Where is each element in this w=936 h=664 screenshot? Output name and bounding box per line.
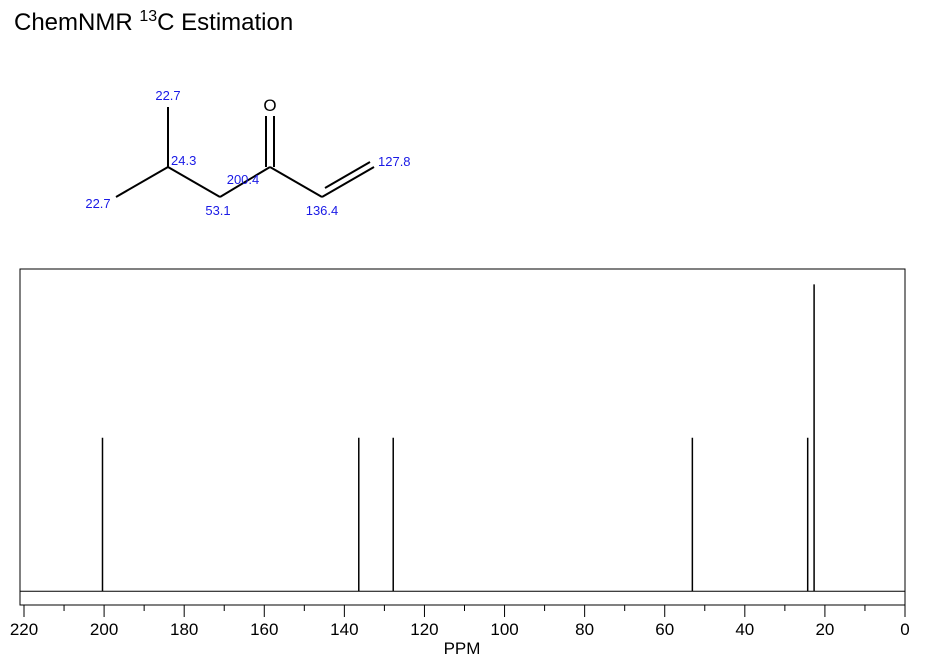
shift-label: 127.8 <box>378 154 411 169</box>
chart-title: ChemNMR 13C Estimation <box>14 8 293 36</box>
x-tick-label: 40 <box>735 620 754 639</box>
x-tick-label: 140 <box>330 620 358 639</box>
x-tick-label: 180 <box>170 620 198 639</box>
x-tick-label: 100 <box>490 620 518 639</box>
x-tick-label: 120 <box>410 620 438 639</box>
plot-frame <box>19 268 906 606</box>
x-tick-label: 160 <box>250 620 278 639</box>
title-superscript: 13 <box>139 8 157 25</box>
title-text: C Estimation <box>157 9 293 36</box>
bond <box>115 166 169 198</box>
shift-label: 22.7 <box>85 196 110 211</box>
shift-label: 53.1 <box>205 203 230 218</box>
x-tick-label: 200 <box>90 620 118 639</box>
atom-label: O <box>263 96 276 115</box>
shift-label: 22.7 <box>155 88 180 103</box>
x-axis-label: PPM <box>444 639 481 658</box>
x-tick-label: 0 <box>900 620 909 639</box>
x-tick-label: 80 <box>575 620 594 639</box>
bond <box>324 161 371 189</box>
x-tick-label: 220 <box>10 620 38 639</box>
bond <box>321 166 375 198</box>
shift-label: 136.4 <box>306 203 339 218</box>
shift-label: 24.3 <box>171 153 196 168</box>
x-tick-label: 20 <box>815 620 834 639</box>
title-text: ChemNMR <box>14 9 133 36</box>
x-tick-label: 60 <box>655 620 674 639</box>
molecule <box>115 107 375 198</box>
shift-label: 200.4 <box>227 172 260 187</box>
bond <box>269 166 323 198</box>
bond <box>219 166 271 198</box>
bond <box>167 166 221 198</box>
